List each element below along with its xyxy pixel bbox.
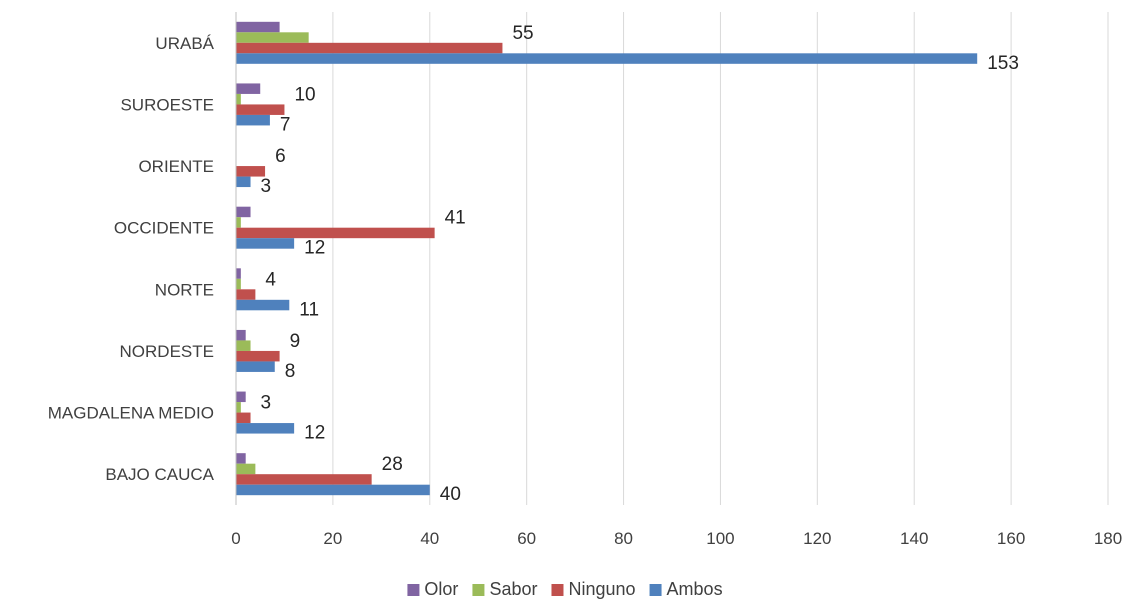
- bar-ninguno-magdalena-medio: [236, 412, 251, 424]
- legend-swatch-sabor: [472, 584, 485, 596]
- gridlines: [332, 12, 1109, 505]
- data-label-ninguno-suroeste: 10: [294, 84, 315, 105]
- category-label-magdalena-medio: MAGDALENA MEDIO: [48, 404, 214, 423]
- bar-ninguno-suroeste: [236, 104, 285, 115]
- legend-label-ambos: Ambos: [667, 579, 723, 599]
- bar-ambos-bajo-cauca: [236, 484, 430, 496]
- bar-ambos-suroeste: [236, 114, 270, 126]
- bar-ninguno-oriente: [236, 166, 266, 177]
- data-label-ambos-nordeste: 8: [285, 361, 296, 382]
- data-label-ambos-norte: 11: [299, 299, 319, 320]
- category-labels: URABÁ SUROESTE ORIENTE OCCIDENTE NORTE NORDES…: [48, 34, 215, 484]
- data-label-ambos-suroeste: 7: [280, 114, 291, 135]
- bar-ambos-occidente: [236, 238, 295, 249]
- value-axis-labels: 0 20 40 60 80 100 120 140 160 180: [231, 529, 1122, 548]
- category-label-suroeste: SUROESTE: [120, 95, 214, 114]
- bar-ninguno-occidente: [236, 227, 435, 239]
- legend-label-sabor: Sabor: [489, 579, 537, 599]
- bar-olor-occidente: [236, 206, 251, 218]
- x-tick-label: 120: [803, 529, 831, 548]
- legend-label-olor: Olor: [424, 579, 458, 599]
- category-label-nordeste: NORDESTE: [120, 342, 214, 361]
- bar-olor-suroeste: [236, 83, 261, 94]
- legend-swatch-ambos: [649, 584, 662, 596]
- bar-ambos-norte: [236, 299, 290, 311]
- bar-ninguno-bajo-cauca: [236, 474, 372, 485]
- data-label-ambos-bajo-cauca: 40: [440, 484, 461, 505]
- bar-sabor-uraba: [236, 32, 309, 43]
- data-label-ninguno-nordeste: 9: [290, 331, 301, 352]
- data-label-ambos-oriente: 3: [261, 176, 272, 197]
- data-label-ninguno-oriente: 6: [275, 146, 286, 167]
- data-label-ninguno-bajo-cauca: 28: [382, 454, 403, 475]
- category-label-uraba: URABÁ: [155, 34, 214, 53]
- data-label-ninguno-norte: 4: [265, 269, 276, 290]
- bar-ninguno-uraba: [236, 42, 503, 54]
- bar-olor-uraba: [236, 21, 280, 33]
- category-label-bajo-cauca: BAJO CAUCA: [105, 465, 214, 484]
- x-tick-label: 160: [997, 529, 1025, 548]
- x-tick-label: 40: [420, 529, 439, 548]
- bar-ninguno-norte: [236, 289, 256, 300]
- x-tick-label: 60: [517, 529, 536, 548]
- bar-olor-magdalena-medio: [236, 391, 246, 403]
- bar-sabor-norte: [236, 278, 241, 290]
- legend-label-ninguno: Ninguno: [568, 579, 635, 599]
- x-tick-label: 140: [900, 529, 928, 548]
- x-tick-label: 100: [706, 529, 734, 548]
- bar-olor-nordeste: [236, 329, 246, 341]
- x-tick-label: 0: [231, 529, 240, 548]
- data-label-ninguno-uraba: 55: [512, 23, 533, 44]
- category-label-norte: NORTE: [155, 280, 214, 299]
- data-label-ambos-magdalena-medio: 12: [304, 423, 325, 444]
- bar-sabor-magdalena-medio: [236, 402, 241, 413]
- bar-ambos-magdalena-medio: [236, 423, 295, 434]
- data-label-ambos-uraba: 153: [987, 53, 1019, 74]
- category-label-oriente: ORIENTE: [138, 157, 214, 176]
- bar-olor-bajo-cauca: [236, 453, 246, 464]
- bar-sabor-suroeste: [236, 93, 241, 105]
- bar-ambos-nordeste: [236, 361, 275, 372]
- data-label-ambos-occidente: 12: [304, 238, 325, 259]
- category-label-occidente: OCCIDENTE: [114, 219, 214, 238]
- bar-ambos-uraba: [236, 53, 978, 64]
- legend-swatch-ninguno: [551, 584, 564, 596]
- bar-sabor-occidente: [236, 217, 241, 228]
- legend: Olor Sabor Ninguno Ambos: [407, 579, 723, 599]
- data-label-ninguno-magdalena-medio: 3: [261, 393, 272, 414]
- bar-ambos-oriente: [236, 176, 251, 188]
- x-tick-label: 180: [1094, 529, 1122, 548]
- bar-sabor-nordeste: [236, 340, 251, 351]
- bars: [236, 21, 978, 496]
- legend-swatch-olor: [407, 584, 420, 596]
- bar-ninguno-nordeste: [236, 350, 280, 362]
- data-label-ninguno-occidente: 41: [445, 208, 466, 229]
- x-tick-label: 20: [323, 529, 342, 548]
- bar-sabor-bajo-cauca: [236, 463, 256, 475]
- bar-olor-norte: [236, 268, 241, 279]
- x-tick-label: 80: [614, 529, 633, 548]
